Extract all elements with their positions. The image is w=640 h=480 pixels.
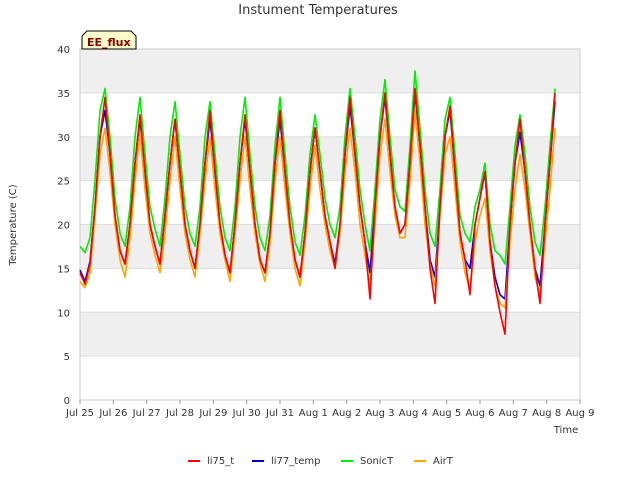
x-tick-label: Aug 9 [565, 408, 594, 419]
badge-label: EE_flux [87, 36, 131, 49]
series-lines [79, 70, 556, 336]
x-tick-label: Aug 5 [432, 408, 461, 419]
badge-background [81, 30, 137, 50]
x-tick-label: Aug 2 [332, 408, 361, 419]
y-axis-label: Temperature (C) [8, 184, 19, 266]
chart-title: Instument Temperatures [238, 3, 398, 18]
series-line-airt [79, 109, 556, 309]
y-tick-label: 35 [57, 89, 70, 100]
x-tick-label: Aug 4 [399, 408, 428, 419]
legend-label: SonicT [360, 456, 394, 467]
y-tick-label: 15 [57, 264, 70, 275]
y-tick-label: 30 [57, 133, 70, 144]
y-tick-label: 5 [64, 352, 70, 363]
x-tick-label: Jul 26 [98, 408, 127, 419]
legend: li75_t li77_temp SonicT AirT [188, 456, 454, 467]
x-tick-label: Jul 27 [132, 408, 161, 419]
x-tick-label: Jul 25 [65, 408, 94, 419]
legend-label: li75_t [207, 456, 234, 467]
x-axis-ticks: Jul 25 Jul 26 Jul 27 Jul 28 Jul 29 Jul 30 Jul … [65, 400, 595, 419]
x-tick-label: Jul 28 [165, 408, 194, 419]
background-band [80, 136, 580, 181]
legend-label: AirT [433, 456, 454, 467]
plot-background-bands [80, 49, 580, 357]
x-tick-label: Aug 1 [299, 408, 328, 419]
x-tick-label: Jul 30 [232, 408, 261, 419]
x-tick-label: Jul 29 [198, 408, 227, 419]
y-tick-label: 10 [57, 308, 70, 319]
y-tick-label: 40 [57, 45, 70, 56]
x-tick-label: Aug 8 [532, 408, 561, 419]
y-tick-label: 25 [57, 177, 70, 188]
x-tick-label: Aug 3 [365, 408, 394, 419]
y-tick-label: 20 [57, 221, 70, 232]
background-band [80, 49, 580, 93]
y-axis-ticks: 0 5 10 15 20 25 30 35 40 [57, 45, 70, 407]
x-tick-label: Jul 31 [265, 408, 294, 419]
series-line-li75-t [79, 87, 556, 336]
x-axis-label: Time [553, 425, 578, 436]
series-line-sonict [79, 70, 556, 265]
background-band [80, 312, 580, 357]
x-tick-label: Aug 7 [499, 408, 528, 419]
y-tick-label: 0 [64, 396, 70, 407]
legend-label: li77_temp [271, 456, 320, 467]
badge: EE_flux [81, 30, 137, 50]
x-tick-label: Aug 6 [465, 408, 494, 419]
plot-frame [79, 48, 581, 401]
